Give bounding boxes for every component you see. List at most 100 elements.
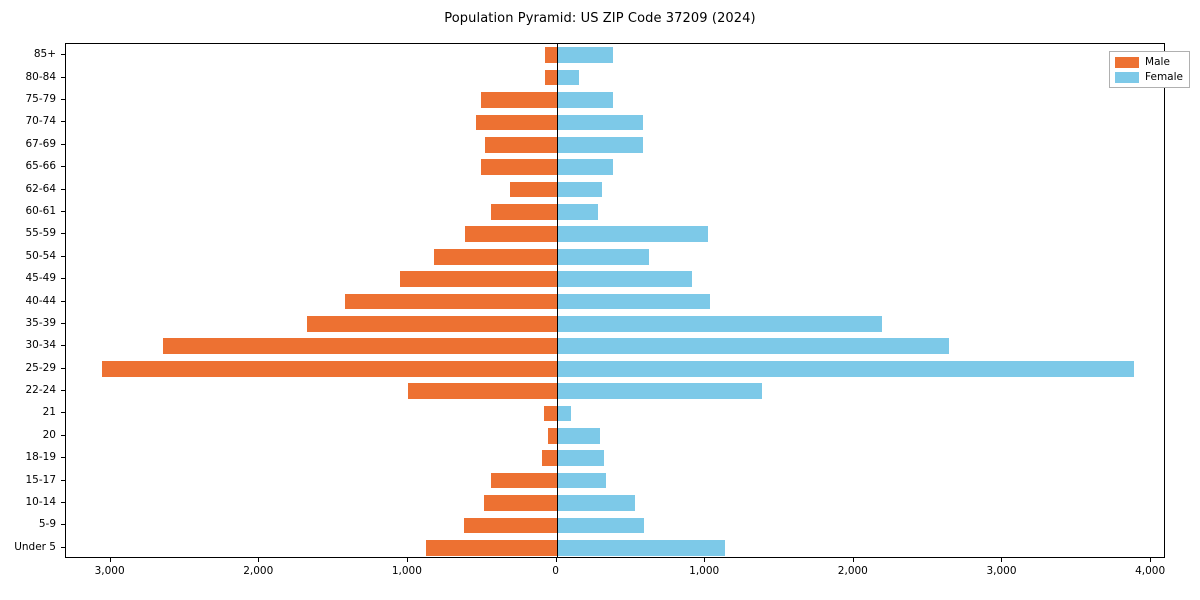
bar-male[interactable] <box>407 383 557 399</box>
bar-female[interactable] <box>556 47 614 64</box>
x-axis-tick-mark <box>109 558 111 562</box>
bar-female[interactable] <box>556 472 606 489</box>
pyramid-row <box>66 181 1164 198</box>
bar-female[interactable] <box>556 271 692 287</box>
y-axis-tick-mark <box>61 255 65 257</box>
y-axis-tick-mark <box>61 166 65 168</box>
bar-female[interactable] <box>556 539 725 556</box>
bar-male[interactable] <box>102 360 557 377</box>
x-axis-tick-label: 1,000 <box>391 565 422 577</box>
legend-label: Female <box>1145 71 1183 83</box>
y-axis-tick-label: 80-84 <box>25 70 56 83</box>
y-axis-tick-label: 15-17 <box>25 473 56 486</box>
y-axis-tick-label: 30-34 <box>25 339 56 352</box>
pyramid-row <box>66 136 1164 153</box>
chart-legend: Male Female <box>1109 51 1190 88</box>
bar-female[interactable] <box>556 383 762 399</box>
bar-female[interactable] <box>556 204 599 220</box>
y-axis-tick-label: 10-14 <box>25 496 56 509</box>
y-axis-tick-mark <box>61 54 65 56</box>
y-axis-tick-mark <box>61 121 65 123</box>
bar-female[interactable] <box>556 159 614 175</box>
y-axis-tick-mark <box>61 367 65 369</box>
y-axis-tick-mark <box>61 390 65 392</box>
bar-female[interactable] <box>556 495 636 511</box>
y-axis-tick-mark <box>61 479 65 481</box>
y-axis-tick-mark <box>61 233 65 235</box>
x-axis-tick-mark <box>852 558 854 562</box>
pyramid-row <box>66 360 1164 377</box>
bar-male[interactable] <box>483 495 557 511</box>
y-axis-tick-mark <box>61 524 65 526</box>
bar-female[interactable] <box>556 181 602 198</box>
pyramid-row <box>66 159 1164 175</box>
y-axis-tick-mark <box>61 502 65 504</box>
legend-label: Male <box>1145 56 1170 68</box>
bar-male[interactable] <box>547 428 557 444</box>
pyramid-row <box>66 338 1164 355</box>
y-axis: 85+ 80-84 75-79 70-74 67-69 65-66 62-64 60-61 55… <box>0 43 65 558</box>
legend-entry[interactable]: Male <box>1115 56 1183 68</box>
y-axis-tick-label: 75-79 <box>25 92 56 105</box>
bar-female[interactable] <box>556 450 605 467</box>
y-axis-tick-mark <box>61 210 65 212</box>
y-axis-tick-label: Under 5 <box>14 540 56 553</box>
bar-male[interactable] <box>544 47 557 64</box>
y-axis-tick-label: 18-19 <box>25 451 56 464</box>
y-axis-tick-label: 25-29 <box>25 361 56 374</box>
y-axis-tick-mark <box>61 345 65 347</box>
bar-male[interactable] <box>464 517 557 534</box>
chart-title: Population Pyramid: US ZIP Code 37209 (2… <box>444 11 756 26</box>
bar-female[interactable] <box>556 136 643 153</box>
bar-male[interactable] <box>543 405 557 422</box>
pyramid-row <box>66 47 1164 64</box>
bar-female[interactable] <box>556 360 1135 377</box>
bar-female[interactable] <box>556 114 643 131</box>
y-axis-tick-mark <box>61 278 65 280</box>
y-axis-tick-label: 21 <box>42 406 56 419</box>
x-axis-tick-label: 1,000 <box>689 565 720 577</box>
x-axis-tick-mark <box>406 558 408 562</box>
bar-female[interactable] <box>556 92 614 108</box>
bar-male[interactable] <box>510 181 557 198</box>
bar-male[interactable] <box>306 316 557 332</box>
bar-male[interactable] <box>425 539 557 556</box>
bar-male[interactable] <box>480 159 557 175</box>
y-axis-tick-mark <box>61 434 65 436</box>
bar-male[interactable] <box>345 293 557 310</box>
y-axis-tick-label: 35-39 <box>25 316 56 329</box>
pyramid-row <box>66 248 1164 265</box>
y-axis-tick-label: 60-61 <box>25 204 56 217</box>
bar-male[interactable] <box>541 450 557 467</box>
bar-female[interactable] <box>556 316 883 332</box>
legend-color-swatch <box>1115 56 1140 68</box>
bar-male[interactable] <box>400 271 557 287</box>
bar-female[interactable] <box>556 69 579 86</box>
bar-male[interactable] <box>491 472 557 489</box>
bar-female[interactable] <box>556 248 650 265</box>
bar-male[interactable] <box>544 69 557 86</box>
pyramid-row <box>66 271 1164 287</box>
bar-female[interactable] <box>556 338 949 355</box>
bar-female[interactable] <box>556 517 645 534</box>
bar-male[interactable] <box>491 204 557 220</box>
bar-male[interactable] <box>465 226 557 243</box>
legend-entry[interactable]: Female <box>1115 71 1183 83</box>
y-axis-tick-label: 20 <box>42 428 56 441</box>
bar-male[interactable] <box>433 248 557 265</box>
bar-male[interactable] <box>480 92 557 108</box>
bar-male[interactable] <box>485 136 557 153</box>
y-axis-tick-mark <box>61 76 65 78</box>
pyramid-row <box>66 428 1164 444</box>
bar-male[interactable] <box>476 114 557 131</box>
bar-female[interactable] <box>556 405 571 422</box>
y-axis-tick-label: 22-24 <box>25 384 56 397</box>
pyramid-row <box>66 316 1164 332</box>
pyramid-row <box>66 539 1164 556</box>
bar-female[interactable] <box>556 293 710 310</box>
bar-female[interactable] <box>556 226 709 243</box>
y-axis-tick-mark <box>61 457 65 459</box>
plot-area <box>65 43 1165 558</box>
bar-female[interactable] <box>556 428 600 444</box>
bar-male[interactable] <box>163 338 557 355</box>
